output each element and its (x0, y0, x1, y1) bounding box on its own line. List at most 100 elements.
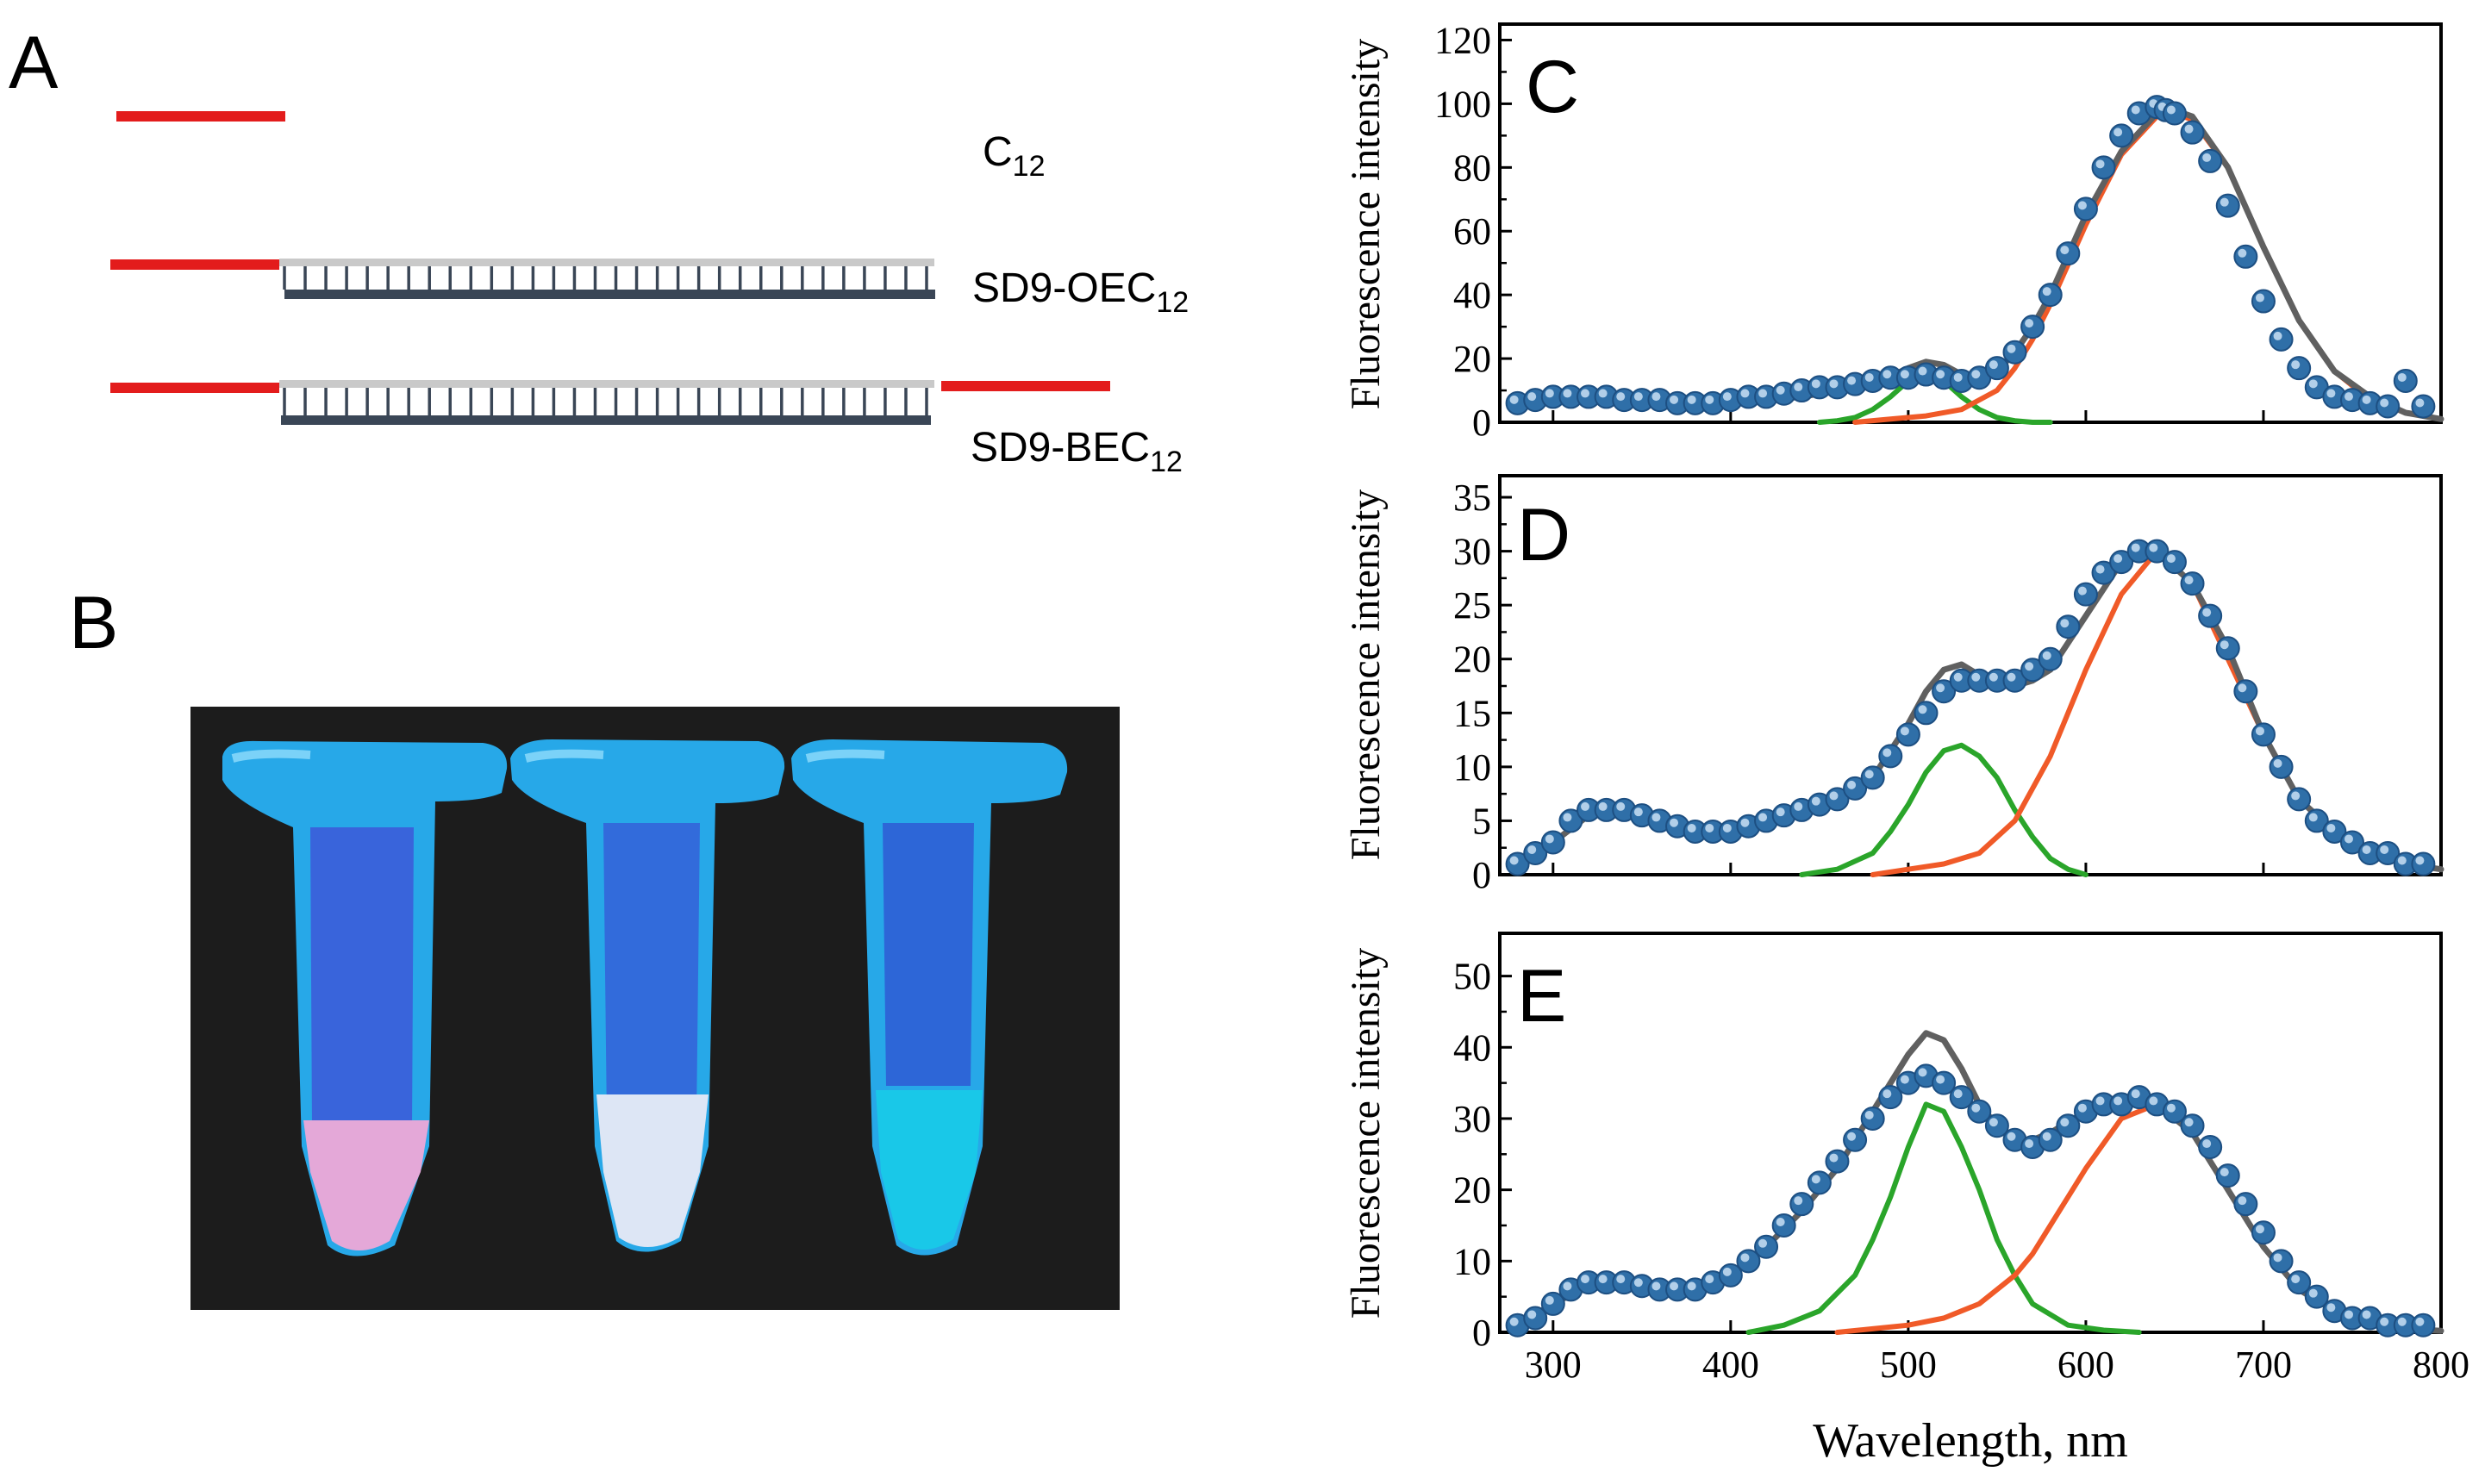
data-point-highlight (2308, 1288, 2318, 1298)
data-point-highlight (2077, 1103, 2087, 1113)
data-point-highlight (2238, 683, 2247, 693)
data-point-highlight (1829, 379, 1839, 389)
x-axis-label: Wavelength, nm (1813, 1414, 2128, 1468)
data-point (2002, 340, 2027, 365)
data-point-highlight (2007, 1132, 2016, 1141)
data-point-highlight (2025, 1139, 2034, 1149)
y-axis-label: Fluorescence intensity (1343, 489, 1389, 861)
data-point (1914, 701, 1939, 726)
data-point-highlight (2042, 287, 2051, 296)
tube-liquid-white (596, 1094, 709, 1247)
data-point (2233, 244, 2258, 269)
data-point (1984, 356, 2009, 381)
y-tick-label: 20 (1453, 338, 1491, 380)
data-point-highlight (1776, 1217, 1785, 1226)
data-point (2056, 614, 2081, 639)
data-point-highlight (1900, 726, 1909, 736)
data-point-highlight (2308, 379, 2318, 389)
data-point (2215, 1163, 2240, 1188)
duplex-top-strand (279, 259, 934, 266)
data-point-highlight (2095, 159, 2105, 169)
data-point-highlight (1740, 389, 1750, 398)
data-point-highlight (1670, 818, 1679, 827)
data-point (2020, 315, 2045, 340)
data-point-highlight (2326, 823, 2336, 832)
data-point (2162, 101, 2187, 126)
data-point-highlight (1882, 748, 1892, 758)
y-tick-label: 25 (1453, 584, 1491, 627)
data-point-highlight (2095, 1096, 2105, 1106)
data-point-highlight (1794, 801, 1803, 811)
base-pair-rungs (283, 266, 928, 290)
y-tick-label: 60 (1453, 210, 1491, 253)
data-point-highlight (1687, 823, 1696, 832)
data-point-highlight (2202, 1139, 2212, 1149)
duplex-bottom-strand (284, 290, 935, 299)
y-tick-label: 5 (1472, 800, 1491, 842)
data-point-highlight (1758, 813, 1768, 822)
data-point-highlight (1687, 1281, 1696, 1291)
data-point-highlight (1527, 845, 1537, 854)
data-point-highlight (2060, 246, 2070, 255)
data-point-highlight (2007, 672, 2016, 682)
data-point (2251, 289, 2276, 314)
data-point-highlight (1740, 1253, 1750, 1263)
construct-sd9-oec12: SD9-OEC12 (110, 259, 1189, 319)
data-point-highlight (1722, 823, 1732, 832)
data-point-highlight (2149, 543, 2158, 552)
data-point-highlight (2095, 564, 2105, 574)
data-point-highlight (2113, 554, 2123, 564)
red-overhang-left (110, 259, 279, 270)
y-tick-label: 20 (1453, 1169, 1491, 1212)
data-point-highlight (2415, 398, 2425, 408)
data-point-highlight (1509, 856, 1519, 865)
panel-label-c: C (1526, 46, 1579, 128)
data-point-highlight (1563, 389, 1572, 398)
panel-label-d: D (1517, 494, 1570, 577)
data-point-highlight (2113, 128, 2123, 137)
data-point-highlight (1651, 392, 1661, 402)
data-point (1878, 744, 1903, 769)
data-point-highlight (2255, 1225, 2264, 1234)
plot-frame (1498, 474, 2443, 876)
data-point (2269, 327, 2294, 352)
data-point-highlight (1989, 672, 1998, 682)
red-single-strand (116, 111, 285, 122)
data-point-highlight (2255, 726, 2264, 736)
data-point-highlight (2362, 845, 2371, 854)
data-point-highlight (2415, 1317, 2425, 1326)
chart-panel-e: E Fluorescence intensity 0 10 20 30 40 50 300 4… (1343, 932, 2469, 1386)
data-point-highlight (1705, 395, 1714, 404)
data-point-highlight (2397, 1317, 2407, 1326)
green-component-line (1799, 742, 2089, 877)
data-point-highlight (1847, 376, 1857, 385)
data-point (2215, 193, 2240, 218)
data-point-highlight (2131, 543, 2140, 552)
data-point (2411, 394, 2436, 419)
chart-panel-c: C Fluorescence intensity 0 20 40 60 80 100 120 (1343, 19, 2444, 444)
data-point-highlight (1722, 392, 1732, 402)
data-point-highlight (2149, 1096, 2158, 1106)
panel-b: B (69, 582, 1120, 1310)
tube-inner (883, 823, 974, 1086)
data-point-highlight (2362, 1310, 2371, 1319)
data-point-highlight (2344, 1310, 2353, 1319)
y-tick-label: 20 (1453, 639, 1491, 681)
plot-frame (1498, 932, 2443, 1334)
data-point-highlight (1971, 1103, 1981, 1113)
data-point-highlight (1598, 389, 1608, 398)
data-point-highlight (2308, 813, 2318, 822)
data-point-highlight (1829, 791, 1839, 801)
data-point-highlight (1953, 372, 1963, 382)
data-point-highlight (1776, 807, 1785, 817)
data-point (2287, 787, 2312, 812)
data-point-highlight (2380, 1317, 2389, 1326)
data-point (2198, 603, 2223, 628)
data-point-highlight (2273, 331, 2282, 340)
data-point-highlight (1758, 1238, 1768, 1248)
tube-liquid-pink (303, 1120, 429, 1250)
construct-label-sd9-bec12: SD9-BEC12 (971, 425, 1183, 478)
data-point-highlight (2184, 1118, 2194, 1127)
data-point-highlight (1918, 705, 1927, 714)
